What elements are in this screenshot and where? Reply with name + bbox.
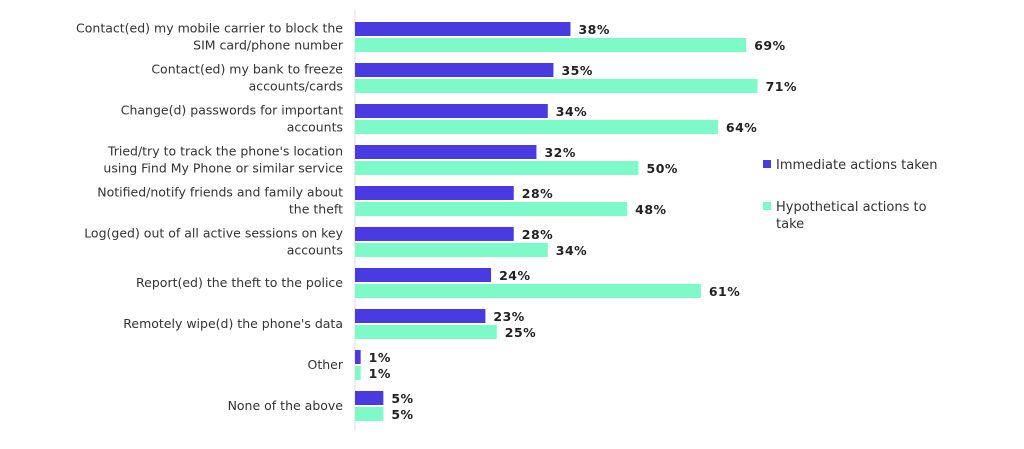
bar-hypothetical — [355, 161, 639, 175]
bar-immediate — [355, 145, 537, 159]
data-label: 38% — [578, 22, 609, 37]
data-label: 1% — [369, 366, 391, 381]
category-label: Contact(ed) my bank to freeze accounts/ca… — [151, 62, 343, 94]
data-label: 23% — [493, 309, 524, 324]
bar-hypothetical — [355, 325, 497, 339]
bar-immediate — [355, 350, 361, 364]
bar-immediate — [355, 227, 514, 241]
data-label: 25% — [505, 325, 536, 340]
bar-hypothetical — [355, 284, 701, 298]
bar-immediate — [355, 268, 492, 282]
category-label: Tried/try to track the phone's location u… — [103, 144, 343, 176]
bar-immediate — [355, 63, 554, 77]
bar-hypothetical — [355, 407, 384, 421]
data-label: 61% — [709, 284, 740, 299]
data-label: 5% — [391, 407, 413, 422]
category-label: Other — [308, 357, 344, 372]
data-label: 1% — [369, 350, 391, 365]
data-label: 34% — [556, 104, 587, 119]
bar-immediate — [355, 22, 571, 36]
bar-immediate — [355, 309, 486, 323]
category-label: Log(ged) out of all active sessions on k… — [84, 226, 343, 258]
data-label: 28% — [522, 227, 553, 242]
data-label: 32% — [544, 145, 575, 160]
category-label: Remotely wipe(d) the phone's data — [123, 316, 343, 331]
bar-hypothetical — [355, 366, 361, 380]
bar-hypothetical — [355, 38, 747, 52]
data-label: 50% — [647, 161, 678, 176]
bar-hypothetical — [355, 79, 758, 93]
data-label: 35% — [561, 63, 592, 78]
category-label: Notified/notify friends and family about… — [97, 185, 343, 217]
bar-immediate — [355, 186, 514, 200]
category-label: Report(ed) the theft to the police — [136, 275, 343, 290]
data-label: 34% — [556, 243, 587, 258]
bar-hypothetical — [355, 243, 548, 257]
data-label: 71% — [766, 79, 797, 94]
category-label: Contact(ed) my mobile carrier to block t… — [76, 21, 344, 53]
legend-swatch — [763, 160, 771, 168]
data-label: 24% — [499, 268, 530, 283]
data-label: 28% — [522, 186, 553, 201]
bar-hypothetical — [355, 120, 718, 134]
data-label: 48% — [635, 202, 666, 217]
data-label: 69% — [754, 38, 785, 53]
data-label: 64% — [726, 120, 757, 135]
legend-label: Hypothetical actions to take — [776, 200, 927, 232]
category-label: Change(d) passwords for important account… — [121, 103, 343, 135]
legend: Immediate actions taken Hypothetical acti… — [763, 158, 938, 232]
legend-swatch — [763, 202, 771, 210]
bar-hypothetical — [355, 202, 628, 216]
category-label: None of the above — [228, 398, 344, 413]
legend-label: Immediate actions taken — [776, 158, 938, 173]
bar-immediate — [355, 391, 384, 405]
data-label: 5% — [391, 391, 413, 406]
bar-immediate — [355, 104, 548, 118]
